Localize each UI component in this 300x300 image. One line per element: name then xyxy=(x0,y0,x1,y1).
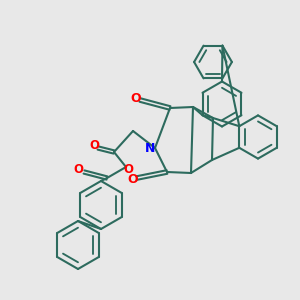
Text: O: O xyxy=(130,92,141,105)
Text: N: N xyxy=(145,142,156,154)
Text: O: O xyxy=(127,173,138,186)
Text: O: O xyxy=(123,163,133,176)
Text: O: O xyxy=(74,164,84,176)
Text: O: O xyxy=(89,140,99,152)
